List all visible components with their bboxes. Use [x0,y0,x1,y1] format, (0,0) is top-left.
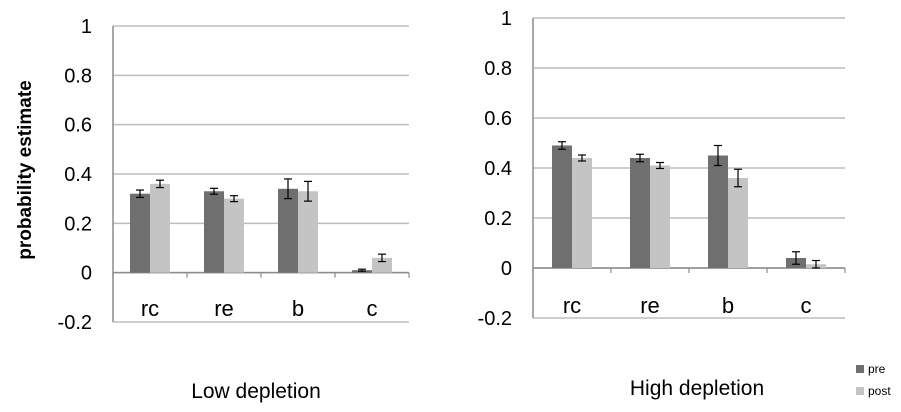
x-category-label-low: rc [141,296,159,321]
y-tick-label-low: 0.2 [64,213,92,235]
x-category-label-low: b [292,296,304,321]
bar-low-post-b [298,191,318,273]
x-category-label-high: re [640,293,660,318]
x-category-label-low: c [367,296,378,321]
bar-low-pre-b [278,188,298,273]
legend-label-post: post [868,384,891,398]
y-tick-label-high: 0 [501,258,512,280]
chart-title-high-depletion: High depletion [630,377,764,400]
legend-swatch-pre [856,365,864,373]
chart-high-depletion: High depletion 1 0.8 0.6 0.4 0.2 0 -0.2 rc re b c [478,8,846,400]
y-axis-label: probability estimate [15,80,36,260]
y-tick-label-high: 0.8 [484,58,512,80]
chart-low-depletion: Low depletion 1 0.8 0.6 0.4 0.2 0 -0.2 rc re b c [58,16,410,403]
y-tick-label-high: -0.2 [478,308,512,330]
y-tick-label-low: 0.8 [64,65,92,87]
x-category-label-high: rc [563,293,581,318]
y-tick-label-low: 0.4 [64,164,92,186]
x-category-label-high: b [722,293,734,318]
bar-low-pre-rc [130,193,150,273]
bar-high-post-rc [572,158,592,268]
y-tick-label-high: 0.2 [484,208,512,230]
y-tick-label-high: 1 [501,8,512,30]
x-category-label-low: re [214,296,234,321]
legend-swatch-post [856,387,864,395]
bar-high-pre-rc [552,145,572,268]
y-tick-label-high: 0.4 [484,158,512,180]
legend-label-pre: pre [868,362,886,376]
y-tick-label-low: -0.2 [58,312,92,334]
y-tick-label-low: 1 [81,16,92,38]
bar-low-post-rc [150,183,170,273]
legend: pre post [856,362,891,398]
bar-low-pre-re [204,191,224,273]
y-tick-label-low: 0.6 [64,115,92,137]
bar-low-post-c [372,257,392,273]
bar-high-post-b [728,178,748,268]
bar-low-post-re [224,198,244,273]
bar-high-pre-b [708,155,728,268]
x-category-label-high: c [801,293,812,318]
bar-high-pre-re [630,158,650,268]
bar-high-post-re [650,165,670,268]
chart-title-low-depletion: Low depletion [191,380,321,403]
y-tick-label-low: 0 [81,263,92,285]
y-tick-label-high: 0.6 [484,108,512,130]
